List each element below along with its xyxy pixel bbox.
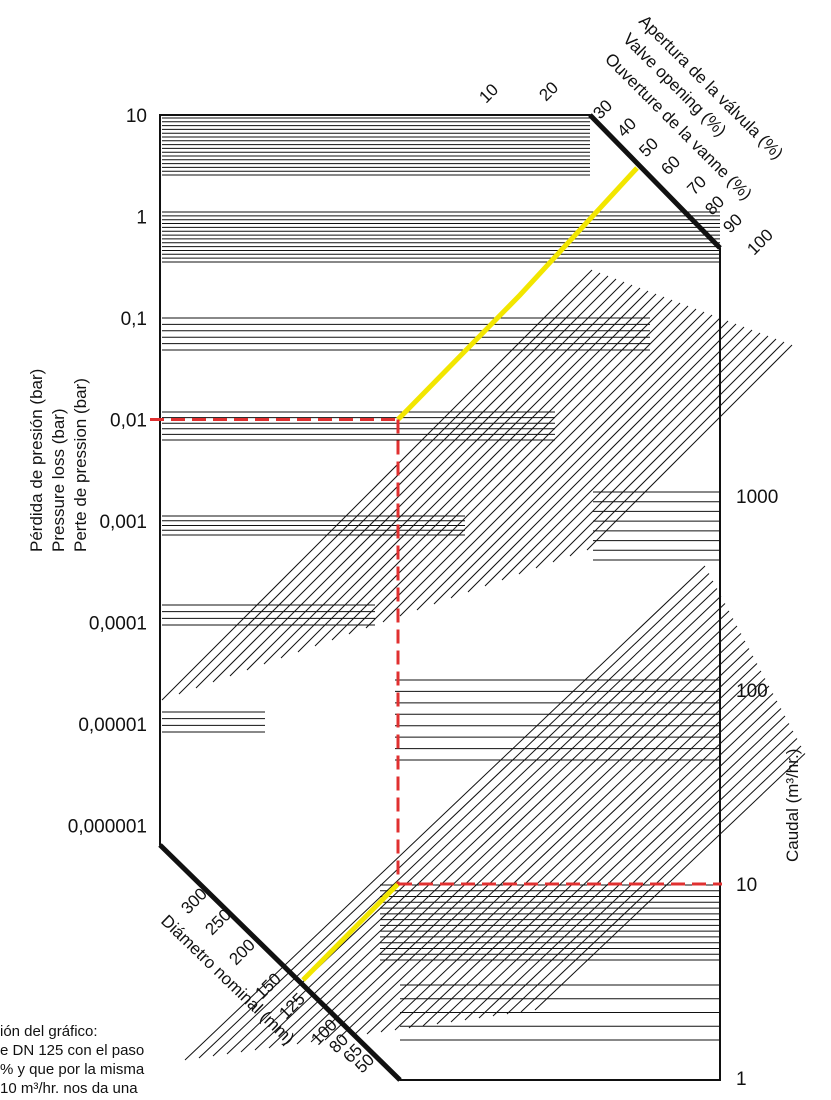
right-axis-tick-label: 1 — [736, 1069, 747, 1090]
valve-opening-tick-label: 10 — [475, 80, 502, 107]
left-axis-tick-label: 0,000001 — [68, 817, 147, 838]
grid-diag-line — [297, 293, 657, 653]
grid-diag-line — [569, 341, 785, 557]
valve-opening-tick-label: 80 — [701, 192, 728, 219]
right-axis-tick-label: 10 — [736, 875, 757, 896]
grid-diag-line — [331, 299, 673, 641]
grid-diag-line — [338, 648, 750, 1039]
grid-diag-line — [198, 573, 710, 1059]
note-line: e DN 125 con el paso — [0, 1042, 145, 1059]
grid-diag-line — [422, 693, 774, 1027]
grid-diag-line — [464, 715, 786, 1021]
grid-diag-line — [324, 640, 746, 1041]
grid-diag-line — [240, 595, 722, 1053]
grid-diag-line — [263, 287, 641, 665]
valve-opening-tick-label: 60 — [657, 152, 684, 179]
left-axis-tick-label: 0,0001 — [89, 614, 147, 635]
valve-opening-tick-label: 40 — [613, 114, 640, 141]
left-axis-title-line: Pérdida de presión (bar) — [27, 369, 46, 552]
grid-diag-line — [310, 633, 742, 1043]
grid-diag-line — [254, 603, 726, 1051]
note-line: % y que por la misma — [0, 1061, 145, 1078]
valve-opening-tick-label: 50 — [635, 134, 662, 161]
valve-opening-scale — [588, 113, 722, 250]
grid-diag-line — [552, 338, 777, 563]
note-line: ión del gráfico: — [0, 1023, 98, 1040]
grid-diag-line — [314, 296, 665, 647]
valve-opening-tick-label: 90 — [719, 210, 746, 237]
grid-diag-line — [365, 305, 689, 629]
grid-diag-line — [366, 663, 758, 1035]
grid-diag-line — [246, 284, 633, 671]
right-axis-tick-label: 1000 — [736, 487, 778, 508]
grid-diag-line — [382, 308, 697, 623]
left-axis-title-line: Pressure loss (bar) — [49, 408, 68, 552]
grid-diag-line — [450, 708, 782, 1023]
grid-diag-line — [535, 335, 769, 569]
left-axis-tick-label: 0,00001 — [78, 715, 147, 736]
grid-diag-line — [416, 314, 713, 611]
grid-diag-line — [161, 269, 593, 701]
grid-diag-line — [408, 685, 770, 1029]
grid-diag-line — [399, 311, 705, 617]
left-axis-tick-label: 0,1 — [121, 309, 147, 330]
grid-diag-line — [520, 745, 802, 1013]
grid-diag-line — [380, 670, 762, 1033]
grid-diag-line — [586, 344, 793, 551]
grid-diag-line — [518, 332, 761, 575]
grid-diag-line — [352, 655, 754, 1037]
example-path — [150, 166, 722, 982]
grid-diag-line — [534, 753, 806, 1011]
grid-diag-line — [296, 625, 738, 1045]
grid-diag-line — [394, 678, 766, 1031]
grid-diag-line — [467, 323, 737, 593]
grid-diag-line — [492, 730, 794, 1017]
grid-diag-line — [178, 272, 601, 695]
grid-diag-line — [212, 278, 617, 683]
valve-opening-tick-label: 100 — [743, 225, 776, 258]
grid-diag-line — [506, 738, 798, 1015]
grid-lines — [161, 117, 806, 1061]
right-axis-tick-label: 100 — [736, 681, 768, 702]
grid-diag-line — [184, 565, 706, 1061]
top-axis-title-line: Apertura de la válvula (%) — [635, 11, 787, 163]
grid-diag-line — [348, 302, 681, 635]
valve-opening-tick-label: 20 — [535, 78, 562, 105]
grid-diag-line — [501, 329, 753, 581]
explanation-note: ión del gráfico: e DN 125 con el paso % … — [0, 1022, 300, 1098]
right-axis-title: Caudal (m³/hr.) — [783, 749, 802, 862]
left-axis-tick-label: 10 — [126, 106, 147, 127]
valve-opening-tick-label: 70 — [683, 172, 710, 199]
chart-frame — [158, 113, 722, 1082]
grid-diag-line — [280, 290, 649, 659]
grid-diag-line — [433, 317, 721, 605]
left-axis-tick-label: 0,001 — [99, 512, 147, 533]
left-axis-tick-label: 1 — [136, 208, 147, 229]
grid-diag-line — [484, 326, 745, 587]
grid-diag-line — [195, 275, 609, 689]
grid-diag-line — [282, 618, 734, 1047]
diameter-scale — [158, 843, 402, 1082]
example-opening-path — [396, 166, 639, 422]
left-axis-tick-label: 0,01 — [110, 411, 147, 432]
grid-diag-line — [268, 610, 730, 1049]
left-axis-title-line: Perte de pression (bar) — [71, 378, 90, 552]
example-diameter-path — [301, 882, 400, 982]
grid-diag-line — [229, 281, 625, 677]
grid-diag-line — [478, 723, 790, 1019]
note-line: 10 m³/hr. nos da una — [0, 1080, 138, 1097]
grid-diag-line — [450, 320, 729, 599]
